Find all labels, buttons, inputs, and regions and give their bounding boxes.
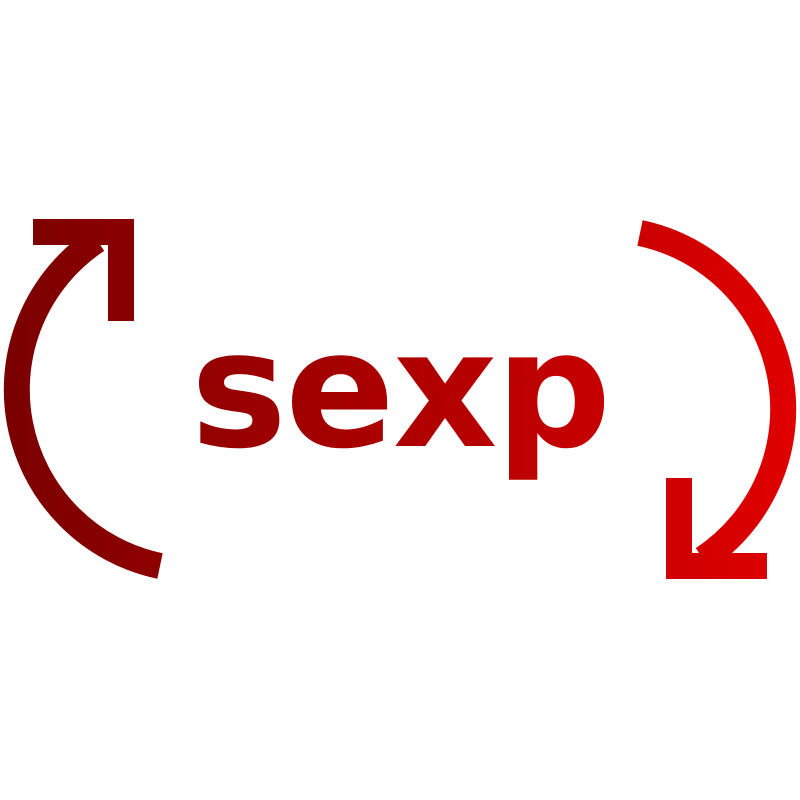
wordmark-text: sexp [191,297,610,485]
circular-arrow-up-right-icon [3,219,163,579]
circular-arrow-down-left-icon [637,220,797,579]
